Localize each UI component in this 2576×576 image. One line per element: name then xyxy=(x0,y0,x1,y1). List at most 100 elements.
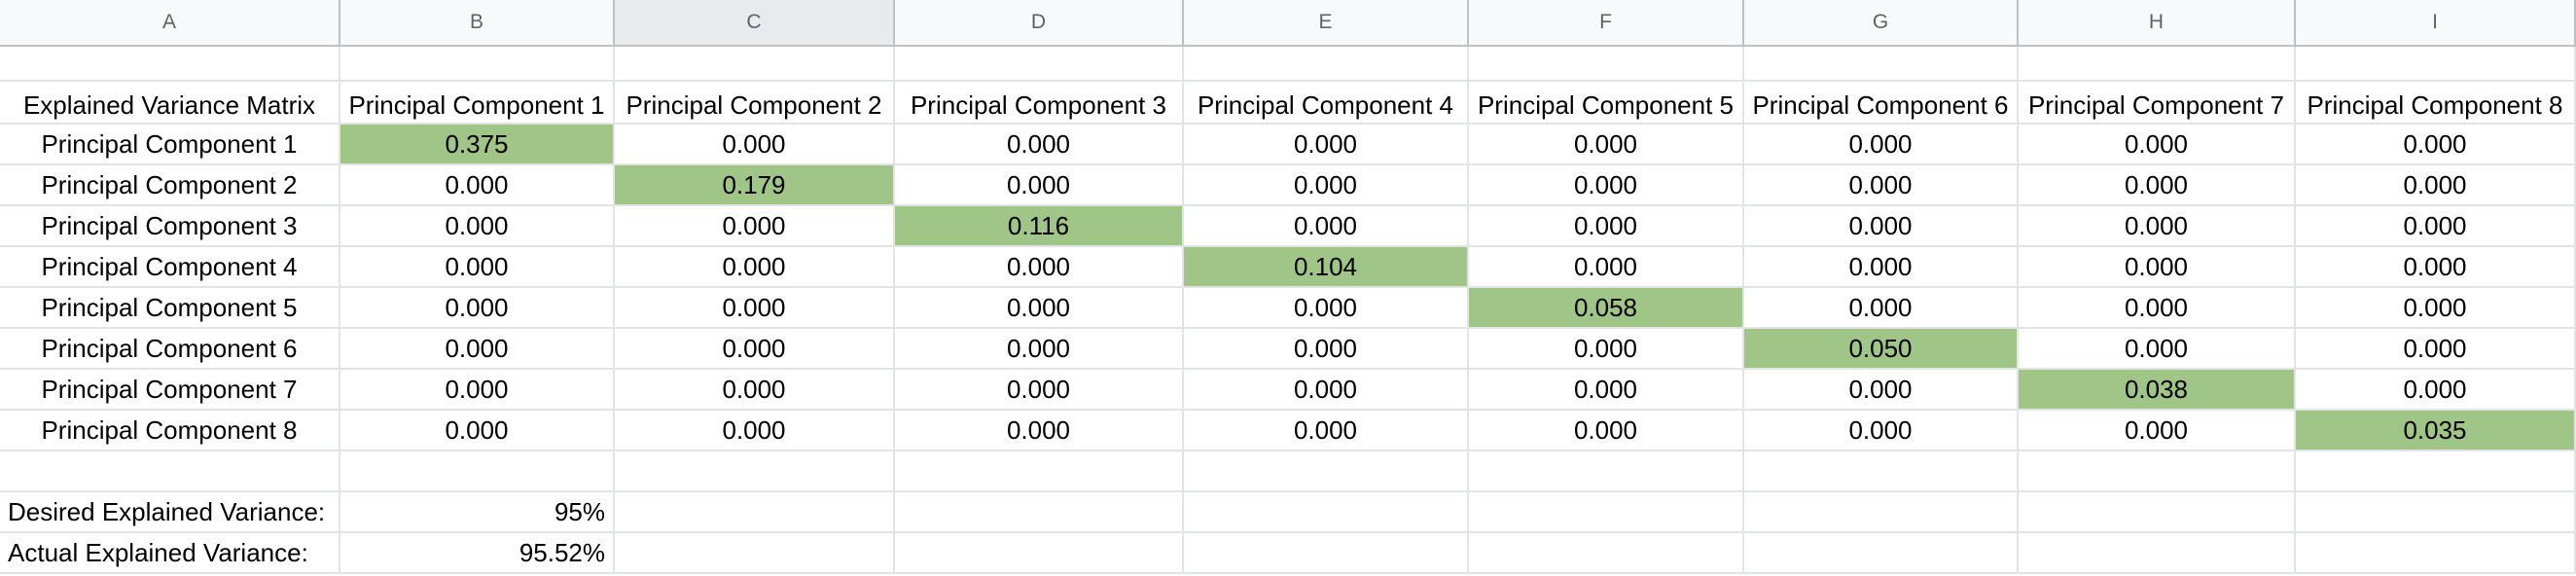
cell-i13[interactable] xyxy=(2296,533,2576,574)
cell-f11[interactable] xyxy=(1469,451,1744,492)
cell-f12[interactable] xyxy=(1469,492,1744,533)
matrix-value-cell[interactable]: 0.000 xyxy=(1469,165,1744,206)
matrix-value-cell[interactable]: 0.000 xyxy=(340,370,615,411)
actual-variance-value[interactable]: 95.52% xyxy=(340,533,615,574)
matrix-value-cell[interactable]: 0.000 xyxy=(2296,329,2576,370)
cell-c11[interactable] xyxy=(615,451,895,492)
matrix-value-cell[interactable]: 0.050 xyxy=(1744,329,2019,370)
cell-i1[interactable] xyxy=(2296,47,2576,82)
matrix-value-cell[interactable]: 0.038 xyxy=(2019,370,2296,411)
matrix-value-cell[interactable]: 0.000 xyxy=(895,247,1184,288)
cell-g12[interactable] xyxy=(1744,492,2019,533)
column-header-e[interactable]: E xyxy=(1184,0,1469,47)
matrix-title[interactable]: Explained Variance Matrix xyxy=(0,82,340,125)
matrix-value-cell[interactable]: 0.000 xyxy=(1184,329,1469,370)
matrix-value-cell[interactable]: 0.000 xyxy=(1744,288,2019,329)
matrix-value-cell[interactable]: 0.000 xyxy=(1469,206,1744,247)
matrix-row-label[interactable]: Principal Component 5 xyxy=(0,288,340,329)
matrix-value-cell[interactable]: 0.000 xyxy=(1184,370,1469,411)
column-header-b[interactable]: B xyxy=(340,0,615,47)
cell-h12[interactable] xyxy=(2019,492,2296,533)
actual-variance-label[interactable]: Actual Explained Variance: xyxy=(0,533,340,574)
matrix-column-header[interactable]: Principal Component 7 xyxy=(2019,82,2296,125)
cell-e13[interactable] xyxy=(1184,533,1469,574)
matrix-value-cell[interactable]: 0.000 xyxy=(2019,247,2296,288)
matrix-row-label[interactable]: Principal Component 1 xyxy=(0,125,340,165)
matrix-value-cell[interactable]: 0.000 xyxy=(2296,370,2576,411)
cell-f1[interactable] xyxy=(1469,47,1744,82)
matrix-value-cell[interactable]: 0.000 xyxy=(895,288,1184,329)
matrix-value-cell[interactable]: 0.000 xyxy=(615,370,895,411)
matrix-value-cell[interactable]: 0.000 xyxy=(895,329,1184,370)
matrix-value-cell[interactable]: 0.000 xyxy=(895,411,1184,451)
matrix-value-cell[interactable]: 0.000 xyxy=(1184,206,1469,247)
matrix-value-cell[interactable]: 0.000 xyxy=(2019,411,2296,451)
matrix-row-label[interactable]: Principal Component 2 xyxy=(0,165,340,206)
matrix-value-cell[interactable]: 0.000 xyxy=(2019,329,2296,370)
matrix-value-cell[interactable]: 0.000 xyxy=(2296,206,2576,247)
matrix-value-cell[interactable]: 0.000 xyxy=(1744,165,2019,206)
matrix-value-cell[interactable]: 0.000 xyxy=(340,247,615,288)
matrix-value-cell[interactable]: 0.000 xyxy=(615,288,895,329)
matrix-value-cell[interactable]: 0.000 xyxy=(1184,125,1469,165)
matrix-column-header[interactable]: Principal Component 1 xyxy=(340,82,615,125)
cell-i12[interactable] xyxy=(2296,492,2576,533)
matrix-value-cell[interactable]: 0.000 xyxy=(2019,206,2296,247)
matrix-row-label[interactable]: Principal Component 4 xyxy=(0,247,340,288)
column-header-h[interactable]: H xyxy=(2019,0,2296,47)
cell-h13[interactable] xyxy=(2019,533,2296,574)
cell-a1[interactable] xyxy=(0,47,340,82)
cell-g13[interactable] xyxy=(1744,533,2019,574)
cell-e12[interactable] xyxy=(1184,492,1469,533)
matrix-column-header[interactable]: Principal Component 2 xyxy=(615,82,895,125)
matrix-value-cell[interactable]: 0.000 xyxy=(1469,370,1744,411)
matrix-value-cell[interactable]: 0.179 xyxy=(615,165,895,206)
cell-d13[interactable] xyxy=(895,533,1184,574)
matrix-value-cell[interactable]: 0.000 xyxy=(2019,125,2296,165)
matrix-value-cell[interactable]: 0.000 xyxy=(1744,206,2019,247)
matrix-value-cell[interactable]: 0.000 xyxy=(1184,165,1469,206)
matrix-value-cell[interactable]: 0.000 xyxy=(1469,411,1744,451)
cell-c13[interactable] xyxy=(615,533,895,574)
cell-c12[interactable] xyxy=(615,492,895,533)
cell-i11[interactable] xyxy=(2296,451,2576,492)
cell-g1[interactable] xyxy=(1744,47,2019,82)
matrix-value-cell[interactable]: 0.000 xyxy=(895,370,1184,411)
matrix-value-cell[interactable]: 0.000 xyxy=(340,329,615,370)
matrix-value-cell[interactable]: 0.000 xyxy=(2296,288,2576,329)
matrix-value-cell[interactable]: 0.000 xyxy=(1469,329,1744,370)
cell-g11[interactable] xyxy=(1744,451,2019,492)
matrix-value-cell[interactable]: 0.058 xyxy=(1469,288,1744,329)
matrix-value-cell[interactable]: 0.000 xyxy=(615,206,895,247)
matrix-value-cell[interactable]: 0.000 xyxy=(340,165,615,206)
matrix-value-cell[interactable]: 0.000 xyxy=(2019,165,2296,206)
matrix-value-cell[interactable]: 0.000 xyxy=(340,288,615,329)
matrix-value-cell[interactable]: 0.000 xyxy=(615,125,895,165)
matrix-value-cell[interactable]: 0.000 xyxy=(1469,125,1744,165)
desired-variance-label[interactable]: Desired Explained Variance: xyxy=(0,492,340,533)
matrix-column-header[interactable]: Principal Component 4 xyxy=(1184,82,1469,125)
column-header-c[interactable]: C xyxy=(615,0,895,47)
matrix-value-cell[interactable]: 0.000 xyxy=(895,125,1184,165)
cell-d1[interactable] xyxy=(895,47,1184,82)
cell-d12[interactable] xyxy=(895,492,1184,533)
desired-variance-value[interactable]: 95% xyxy=(340,492,615,533)
matrix-value-cell[interactable]: 0.375 xyxy=(340,125,615,165)
cell-h1[interactable] xyxy=(2019,47,2296,82)
matrix-value-cell[interactable]: 0.000 xyxy=(615,411,895,451)
matrix-column-header[interactable]: Principal Component 8 xyxy=(2296,82,2576,125)
matrix-value-cell[interactable]: 0.000 xyxy=(2296,165,2576,206)
matrix-value-cell[interactable]: 0.000 xyxy=(2019,288,2296,329)
cell-c1[interactable] xyxy=(615,47,895,82)
matrix-value-cell[interactable]: 0.000 xyxy=(615,247,895,288)
column-header-f[interactable]: F xyxy=(1469,0,1744,47)
matrix-value-cell[interactable]: 0.035 xyxy=(2296,411,2576,451)
matrix-value-cell[interactable]: 0.000 xyxy=(1469,247,1744,288)
matrix-column-header[interactable]: Principal Component 3 xyxy=(895,82,1184,125)
matrix-column-header[interactable]: Principal Component 5 xyxy=(1469,82,1744,125)
matrix-value-cell[interactable]: 0.000 xyxy=(1184,288,1469,329)
matrix-value-cell[interactable]: 0.000 xyxy=(1744,125,2019,165)
matrix-row-label[interactable]: Principal Component 8 xyxy=(0,411,340,451)
cell-b1[interactable] xyxy=(340,47,615,82)
matrix-value-cell[interactable]: 0.000 xyxy=(1744,370,2019,411)
